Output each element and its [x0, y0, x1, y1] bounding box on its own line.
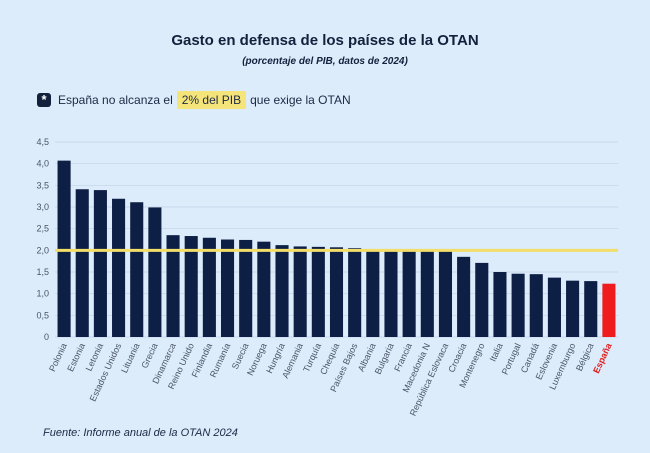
bar: [366, 249, 380, 337]
y-tick-label: 1,5: [36, 267, 49, 277]
bar: [239, 239, 253, 337]
y-tick-label: 4,5: [36, 137, 49, 147]
source-note: Fuente: Informe anual de la OTAN 2024: [43, 427, 238, 439]
bar: [220, 239, 235, 337]
y-tick-label: 1,0: [36, 289, 49, 299]
bar: [566, 280, 580, 337]
x-tick-label: Italia: [488, 342, 505, 363]
bar: [75, 189, 89, 337]
y-tick-label: 2,0: [36, 245, 49, 255]
bar: [130, 202, 144, 337]
note-suffix: que exige la OTAN: [250, 93, 351, 107]
chart-subtitle: (porcentaje del PIB, datos de 2024): [242, 56, 408, 67]
chart-title: Gasto en defensa de los países de la OTA…: [171, 32, 479, 49]
bar: [166, 235, 180, 337]
note: * España no alcanza el 2% del PIB que ex…: [37, 91, 351, 109]
bar: [93, 190, 107, 337]
bar: [202, 237, 216, 337]
bar: [475, 262, 489, 337]
bar: [348, 248, 362, 337]
bar: [184, 236, 198, 337]
bar: [457, 256, 471, 337]
bar: [57, 160, 71, 337]
y-tick-label: 2,5: [36, 224, 49, 234]
y-tick-label: 3,0: [36, 202, 49, 212]
bar: [293, 246, 307, 337]
bar: [438, 250, 453, 337]
bar: [112, 198, 126, 337]
bar: [547, 277, 561, 337]
bar: [584, 281, 598, 337]
bar: [148, 207, 162, 337]
y-tick-label: 0: [44, 332, 49, 342]
note-prefix: España no alcanza el: [58, 93, 173, 107]
y-tick-label: 4,0: [36, 159, 49, 169]
y-tick-label: 0,5: [36, 310, 49, 320]
bar: [329, 247, 344, 337]
bar: [602, 283, 616, 337]
bar: [420, 250, 434, 337]
bar: [384, 249, 398, 337]
asterisk-icon: *: [37, 93, 51, 107]
note-highlight: 2% del PIB: [176, 91, 247, 109]
bar: [529, 274, 543, 337]
bar: [402, 249, 416, 337]
bar: [275, 245, 289, 337]
bar: [493, 272, 507, 337]
y-tick-label: 3,5: [36, 180, 49, 190]
bar: [311, 246, 325, 337]
bar: [511, 273, 525, 337]
bar: [257, 241, 271, 337]
